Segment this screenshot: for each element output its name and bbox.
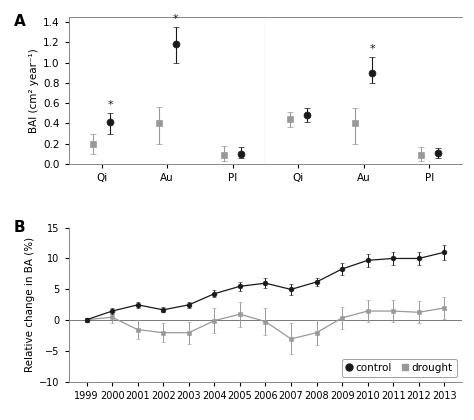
Text: *: * <box>370 45 375 54</box>
Text: *: * <box>173 14 178 24</box>
Y-axis label: Relative change in BA (%): Relative change in BA (%) <box>25 237 35 373</box>
Text: *: * <box>107 100 113 110</box>
Y-axis label: BAI (cm² year⁻¹): BAI (cm² year⁻¹) <box>29 48 39 133</box>
Legend: control, drought: control, drought <box>342 359 457 377</box>
Text: B: B <box>14 220 25 235</box>
Text: A: A <box>14 14 26 29</box>
